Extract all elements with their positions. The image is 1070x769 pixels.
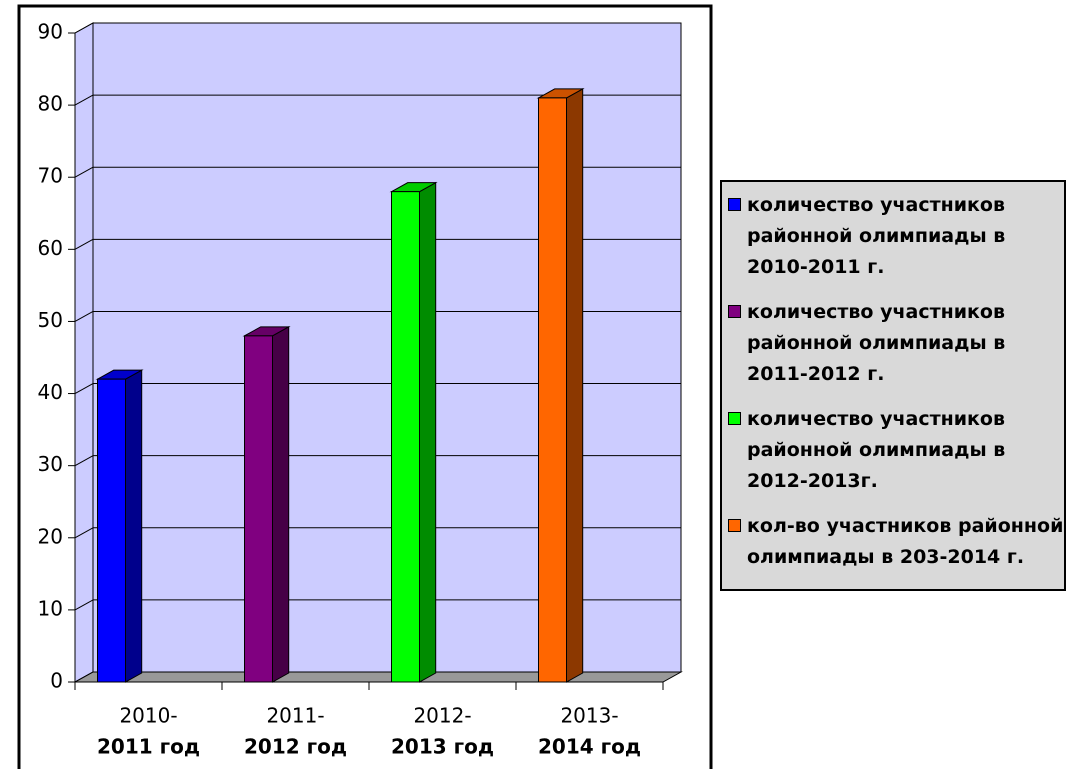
x-tick-label: 2012- (413, 704, 471, 728)
grid-line (74, 455, 94, 467)
y-tick-label: 40 (38, 380, 63, 404)
x-tick-label: 2010- (119, 704, 177, 728)
legend-item: количество участников районной олимпиады… (728, 404, 1064, 497)
x-tick-label: 2013 год (391, 735, 494, 759)
x-tick-label: 2014 год (538, 735, 641, 759)
y-tick-label: 90 (38, 20, 63, 44)
legend-label: количество участников районной олимпиады… (747, 408, 1006, 492)
bar (538, 97, 567, 683)
grid-line (74, 599, 94, 611)
x-tick-label: 2011- (266, 704, 324, 728)
grid-line (74, 238, 94, 250)
grid-line (74, 311, 94, 322)
bar (97, 378, 126, 683)
x-tick-label: 2011 год (97, 735, 200, 759)
bar-side (566, 88, 584, 683)
grid-line (74, 166, 94, 178)
legend-swatch (728, 198, 741, 211)
grid-line (74, 671, 94, 683)
legend-swatch (728, 412, 741, 425)
bar-side (125, 369, 143, 683)
grid-line (74, 22, 94, 34)
legend-swatch (728, 519, 741, 532)
y-tick-label: 30 (38, 452, 63, 476)
legend: количество участников районной олимпиады… (720, 180, 1066, 591)
legend-label: количество участников районной олимпиады… (747, 301, 1006, 385)
back-wall (92, 22, 682, 673)
y-tick-label: 50 (38, 308, 63, 332)
y-tick-label: 80 (38, 92, 63, 116)
legend-item: кол-во участников районной олимпиады в 2… (728, 511, 1064, 573)
grid-line (74, 527, 94, 539)
legend-label: кол-во участников районной олимпиады в 2… (747, 515, 1064, 568)
legend-item: количество участников районной олимпиады… (728, 190, 1064, 283)
bar-side (272, 326, 290, 683)
y-tick-label: 60 (38, 236, 63, 260)
x-tick-label: 2012 год (244, 735, 347, 759)
legend-label: количество участников районной олимпиады… (747, 194, 1006, 278)
y-tick-label: 20 (38, 524, 63, 548)
bar-side (419, 181, 437, 683)
grid-line (74, 94, 94, 106)
y-tick-label: 10 (38, 596, 63, 620)
y-tick-label: 70 (38, 164, 63, 188)
legend-swatch (728, 305, 741, 318)
bar (391, 191, 420, 683)
legend-item: количество участников районной олимпиады… (728, 297, 1064, 390)
side-wall (74, 22, 94, 683)
bar (244, 335, 273, 683)
y-tick-label: 0 (50, 669, 63, 693)
floor (73, 671, 683, 683)
x-tick-label: 2013- (560, 704, 618, 728)
grid-line (74, 383, 94, 394)
